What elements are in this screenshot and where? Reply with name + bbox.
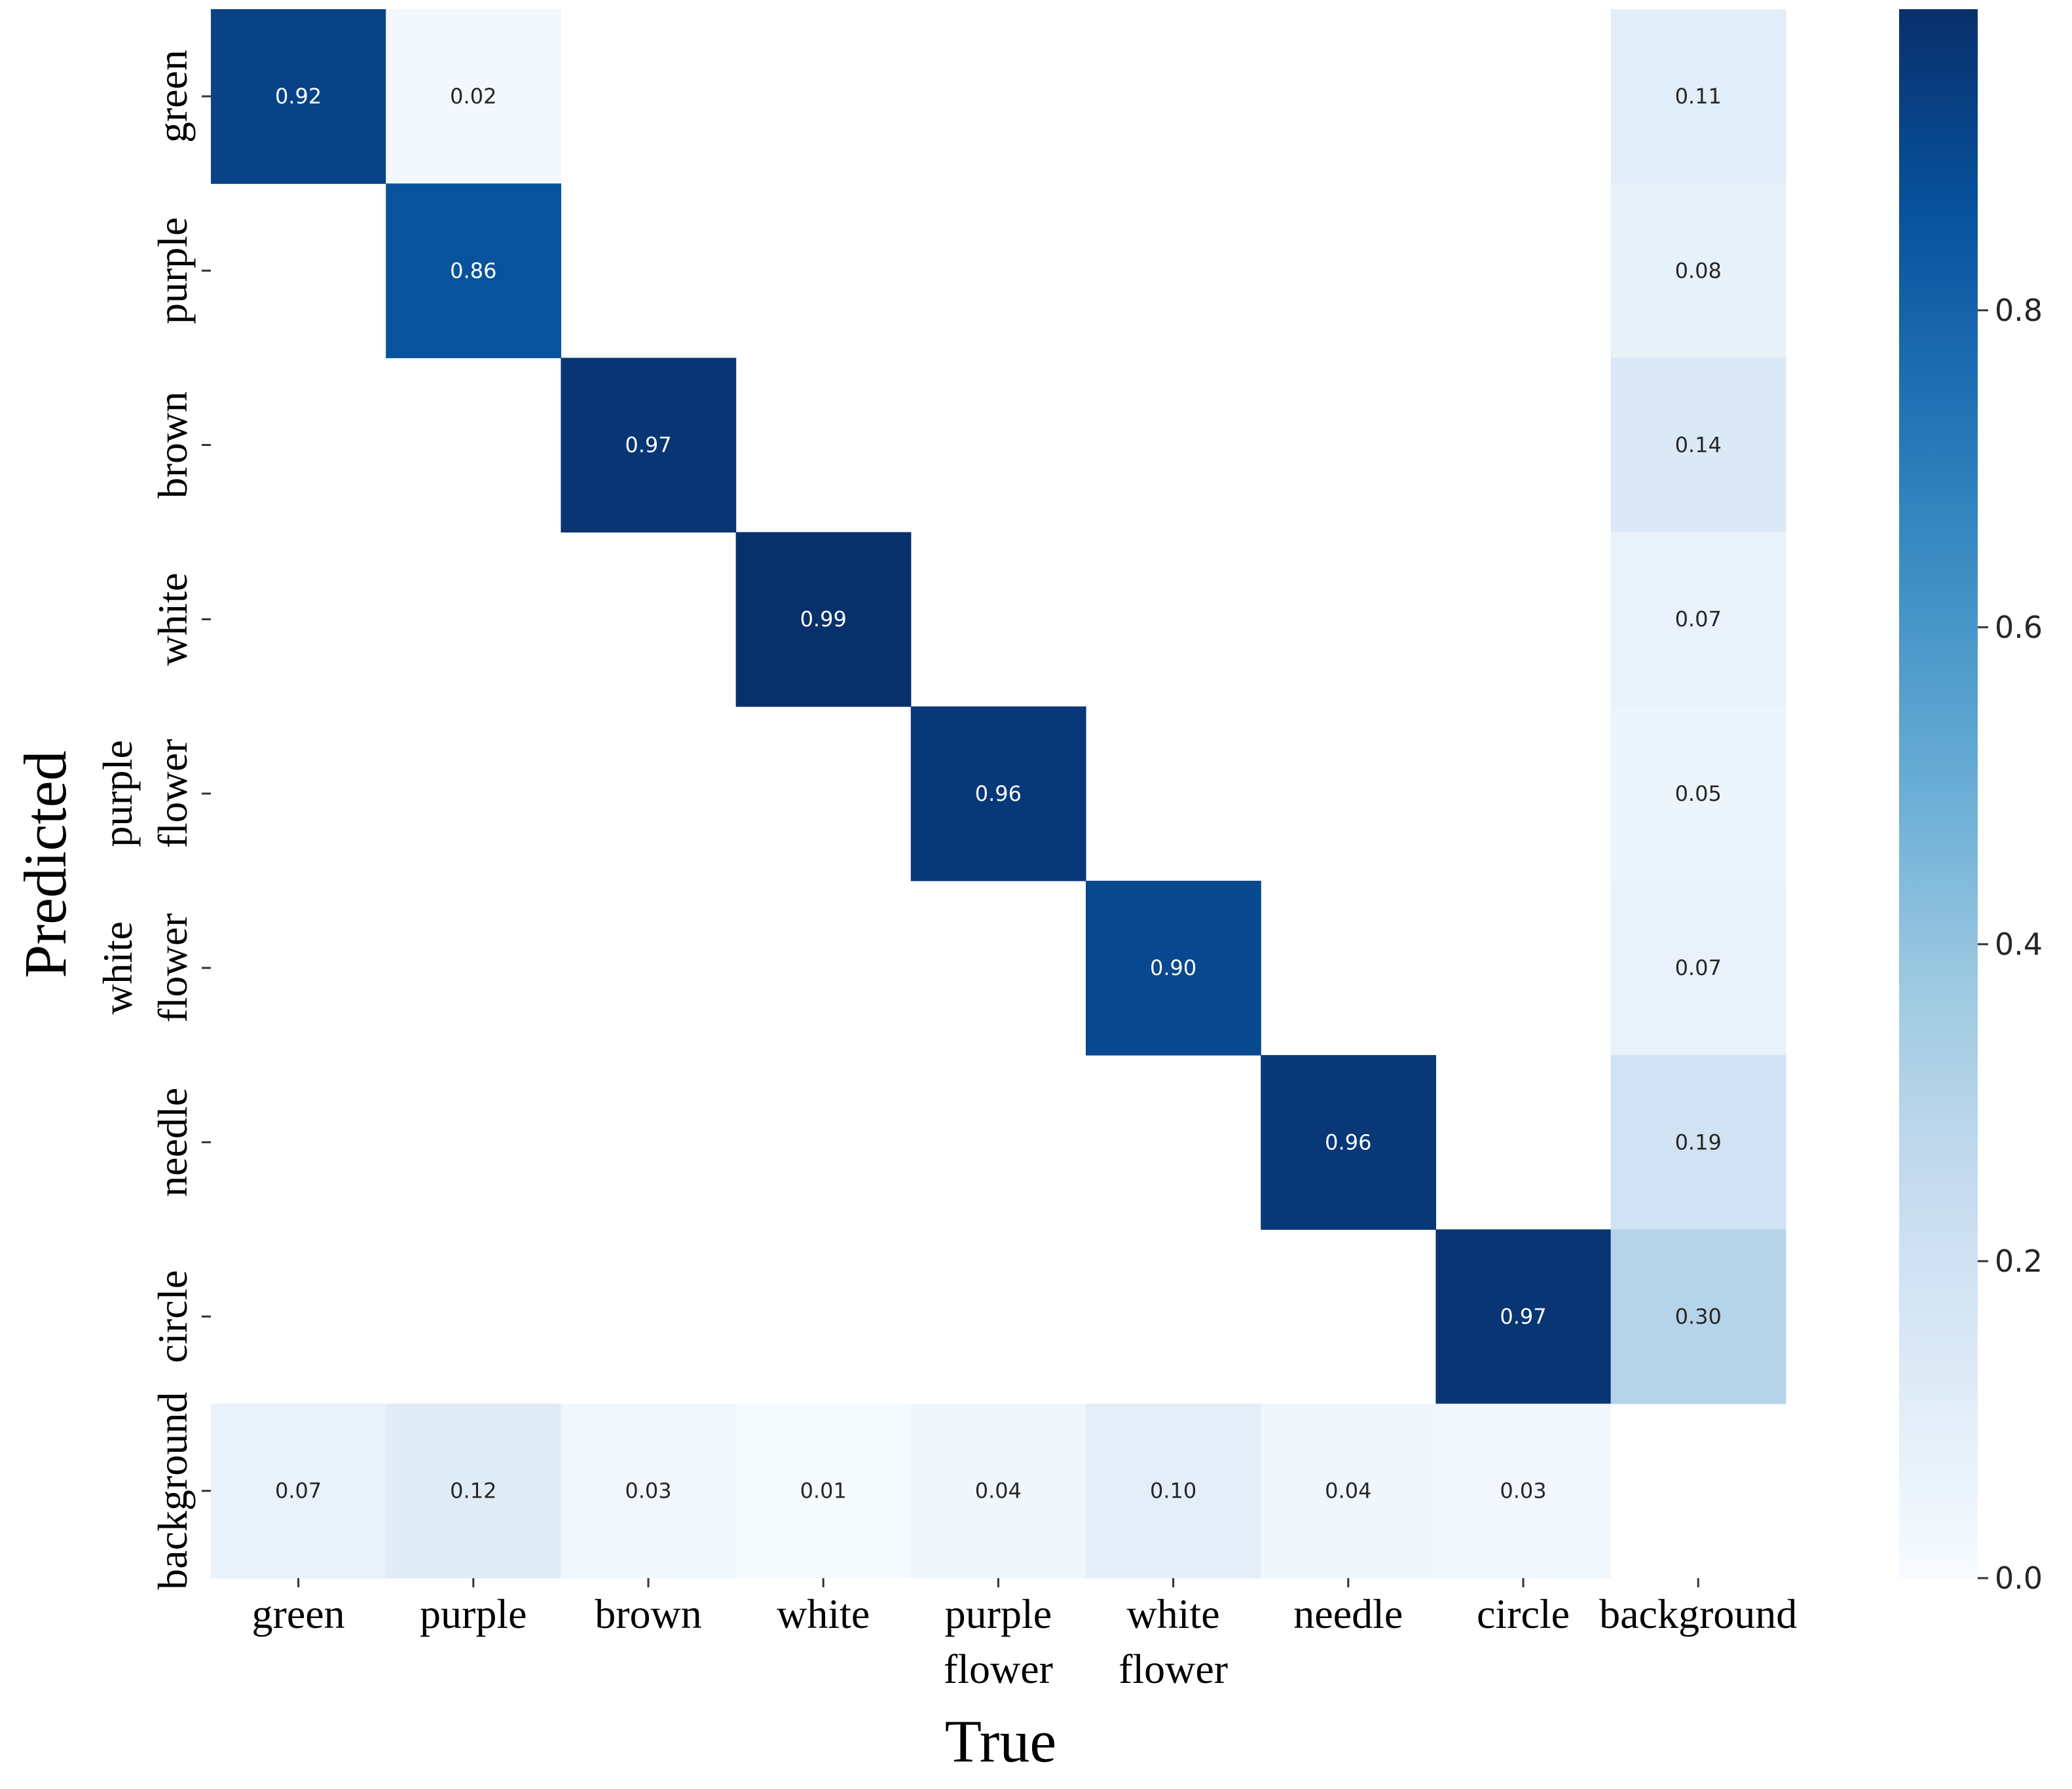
colorbar-tick-label: 0.4 <box>1995 927 2043 962</box>
cell-value-label: 0.01 <box>800 1479 847 1503</box>
cell-value-label: 0.90 <box>1150 955 1196 980</box>
heatmap-cell <box>1261 1403 1436 1579</box>
heatmap-cell <box>1610 358 1786 533</box>
cell-value-label: 0.04 <box>975 1479 1022 1503</box>
cell-value-label: 0.03 <box>1500 1479 1546 1503</box>
x-axis-tick-labels: green purple brown white purple flower white fl… <box>252 1591 1798 1692</box>
y-tick-label: white <box>94 921 141 1014</box>
x-tick-label: flower <box>944 1646 1053 1692</box>
heatmap-cell <box>211 9 386 184</box>
cell-value-label: 0.10 <box>1150 1479 1196 1503</box>
cell-value-label: 0.92 <box>275 84 322 109</box>
heatmap-cell <box>386 9 561 184</box>
cell-value-label: 0.04 <box>1325 1479 1371 1503</box>
x-tick-label: purple <box>420 1591 527 1637</box>
y-tick-label: circle <box>149 1270 196 1363</box>
x-tick-label: flower <box>1119 1646 1228 1692</box>
cell-value-label: 0.30 <box>1675 1304 1722 1329</box>
x-tick-label: brown <box>595 1591 702 1637</box>
cell-value-label: 0.96 <box>1325 1130 1371 1154</box>
cell-value-label: 0.07 <box>275 1479 322 1503</box>
y-tick-label: purple <box>149 217 196 325</box>
heatmap-cell <box>1610 1229 1786 1405</box>
cell-value-label: 0.97 <box>625 433 671 458</box>
heatmap-cell <box>1610 1055 1786 1230</box>
y-tick-label: brown <box>149 392 196 499</box>
x-axis-label: True <box>945 1708 1056 1775</box>
heatmap-cell <box>1610 9 1786 184</box>
heatmap-cell <box>1435 1403 1612 1579</box>
cell-value-label: 0.14 <box>1675 433 1722 458</box>
y-tick-label: background <box>149 1392 196 1590</box>
cell-value-label: 0.86 <box>450 258 496 283</box>
heatmap-cell <box>735 532 912 707</box>
x-tick-label: white <box>777 1591 870 1637</box>
cell-value-label: 0.97 <box>1500 1304 1546 1329</box>
heatmap-cell <box>1610 706 1786 881</box>
x-tick-label: background <box>1599 1591 1797 1637</box>
heatmap-cell <box>910 1403 1086 1579</box>
heatmap-cell <box>1086 881 1261 1056</box>
heatmap-cell <box>1610 183 1786 358</box>
cell-value-label: 0.11 <box>1675 84 1722 109</box>
y-tick-label: white <box>149 573 196 666</box>
colorbar-ticks: 0.0 0.2 0.4 0.6 0.8 <box>1978 293 2043 1596</box>
x-tick-label: purple <box>945 1591 1052 1637</box>
x-tick-label: circle <box>1477 1591 1570 1637</box>
cell-value-label: 0.96 <box>975 781 1022 806</box>
cell-value-label: 0.07 <box>1675 955 1722 980</box>
heatmap-cell <box>1610 881 1786 1056</box>
x-tick-label: white <box>1127 1591 1220 1637</box>
cell-value-label: 0.03 <box>625 1479 671 1503</box>
cell-value-label: 0.99 <box>800 607 847 632</box>
x-tick-label: green <box>252 1591 345 1637</box>
y-axis-ticks <box>202 95 211 1492</box>
cell-value-label: 0.19 <box>1675 1130 1722 1154</box>
cell-value-label: 0.12 <box>450 1479 496 1503</box>
heatmap-cell <box>1086 1403 1261 1579</box>
heatmap-cell <box>1261 1055 1436 1230</box>
y-tick-label: flower <box>149 913 196 1023</box>
heatmap-cell <box>386 183 561 358</box>
y-tick-label: needle <box>149 1088 196 1197</box>
cell-value-label: 0.07 <box>1675 607 1722 632</box>
heatmap-cell <box>1610 532 1786 707</box>
y-axis-label: Predicted <box>12 750 79 978</box>
y-tick-label: purple <box>94 740 141 847</box>
heatmap-cells <box>211 9 1786 1579</box>
y-tick-label: green <box>149 50 196 143</box>
heatmap-cell <box>386 1403 561 1579</box>
colorbar <box>1899 9 1978 1578</box>
colorbar-tick-label: 0.8 <box>1995 293 2043 328</box>
heatmap-cell <box>561 1403 737 1579</box>
heatmap-cell <box>1435 1229 1612 1405</box>
colorbar-tick-label: 0.2 <box>1995 1244 2043 1279</box>
heatmap-cell-labels: 0.92 0.02 0.11 0.86 0.08 0.97 0.14 0.99 0.07 0.96… <box>275 84 1722 1503</box>
colorbar-tick-label: 0.0 <box>1995 1560 2043 1596</box>
cell-value-label: 0.02 <box>450 84 496 109</box>
heatmap-cell <box>910 706 1086 881</box>
cell-value-label: 0.08 <box>1675 258 1722 283</box>
colorbar-tick-label: 0.6 <box>1995 610 2043 645</box>
x-tick-label: needle <box>1293 1591 1403 1637</box>
heatmap-cell <box>561 358 737 533</box>
heatmap-cell <box>735 1403 912 1579</box>
y-tick-label: flower <box>149 739 196 848</box>
x-axis-ticks <box>297 1578 1699 1587</box>
cell-value-label: 0.05 <box>1675 781 1722 806</box>
heatmap-cell <box>211 1403 386 1579</box>
